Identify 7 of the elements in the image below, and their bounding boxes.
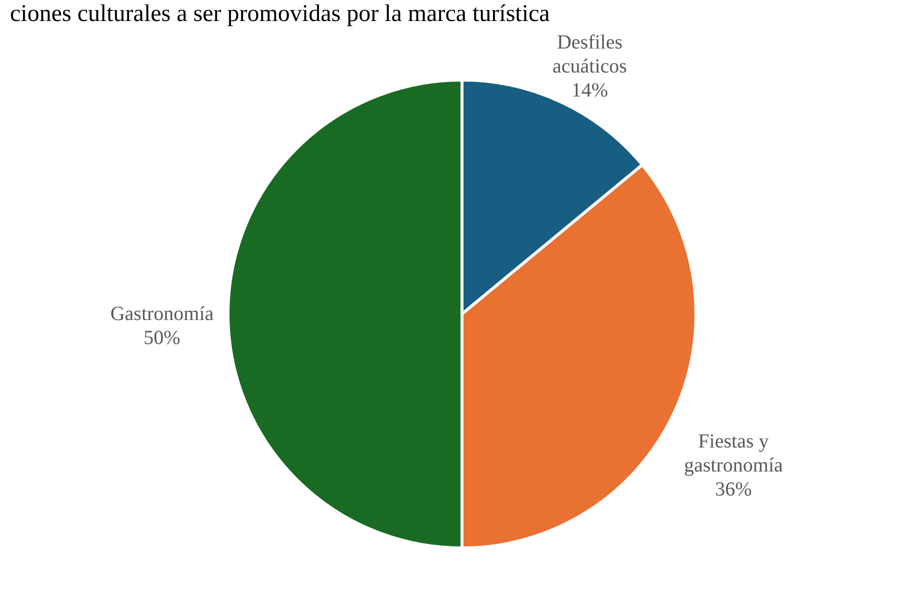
data-label: 14% — [571, 80, 608, 102]
slice-label: Gastronomía — [110, 303, 214, 325]
data-label: 50% — [144, 327, 180, 349]
slice-label: Fiestas y gastronomía — [684, 430, 783, 477]
chart-title: ciones culturales a ser promovidas por la marca turística — [10, 1, 550, 27]
slice-label: Desfiles acuáticos — [552, 32, 628, 78]
data-label: 36% — [715, 478, 752, 501]
